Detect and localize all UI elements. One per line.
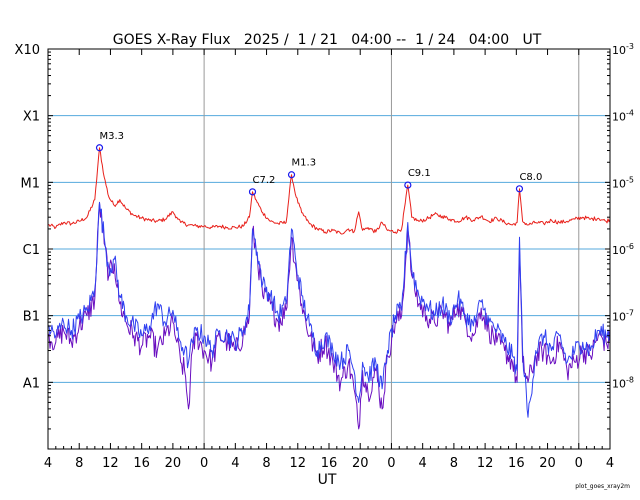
- right-axis-label-1: 10-4: [612, 109, 634, 124]
- right-axis: 10-3 10-4 10-5 10-6 10-7 10-8: [605, 42, 634, 430]
- x-tick-label-9: 16: [321, 456, 338, 471]
- left-axis-label-0: X10: [15, 43, 40, 58]
- x-tick-label-18: 4: [606, 456, 614, 471]
- left-axis-label-4: B1: [23, 310, 40, 325]
- x-tick-label-11: 0: [387, 456, 395, 471]
- right-axis-label-5: 10-8: [612, 375, 634, 390]
- x-tick-label-4: 20: [165, 456, 182, 471]
- x-tick-label-2: 12: [102, 456, 119, 471]
- x-tick-label-6: 4: [231, 456, 239, 471]
- grid-lines: [48, 115, 610, 383]
- left-axis: X10 X1 M1 C1 B1 A1: [15, 43, 53, 430]
- x-tick-label-16: 20: [539, 456, 556, 471]
- x-tick-label-12: 4: [419, 456, 427, 471]
- x-tick-label-7: 8: [262, 456, 270, 471]
- right-axis-label-3: 10-6: [612, 242, 634, 257]
- x-tick-label-17: 0: [575, 456, 583, 471]
- x-tick-label-10: 20: [352, 456, 369, 471]
- left-axis-label-1: X1: [23, 110, 40, 125]
- flare-markers: M3.3 C7.2 M1.3 C9.1 C8.0: [95, 131, 542, 196]
- right-axis-label-0: 10-3: [612, 42, 634, 57]
- flare-label-1: C7.2: [253, 175, 276, 186]
- day-boundary-lines: [203, 49, 580, 449]
- x-axis-label: UT: [318, 472, 337, 488]
- x-tick-label-0: 4: [44, 456, 52, 471]
- flare-label-2: M1.3: [292, 158, 317, 169]
- series-line-1: [47, 201, 611, 430]
- left-axis-label-2: M1: [21, 176, 41, 191]
- x-tick-label-15: 16: [508, 456, 525, 471]
- series-line-2: [47, 201, 611, 418]
- x-tick-label-3: 16: [133, 456, 150, 471]
- right-axis-label-4: 10-7: [612, 309, 634, 324]
- right-axis-label-2: 10-5: [612, 175, 634, 190]
- x-axis: 4 8 12 16 20 0 4 8 12 16 20 0 4 8 12 16 20 0 4: [44, 49, 614, 471]
- flare-marker-4: [515, 185, 524, 193]
- left-axis-label-3: C1: [23, 243, 40, 258]
- flare-label-0: M3.3: [100, 131, 125, 142]
- flare-marker-0: [95, 144, 104, 152]
- x-tick-label-14: 12: [477, 456, 494, 471]
- flare-label-3: C9.1: [408, 168, 431, 179]
- x-tick-label-5: 0: [200, 456, 208, 471]
- flare-marker-1: [248, 188, 257, 196]
- x-tick-label-8: 12: [290, 456, 307, 471]
- footer-label: plot_goes_xray2m: [575, 483, 630, 490]
- series-lines: [47, 147, 611, 430]
- x-tick-label-1: 8: [75, 456, 83, 471]
- series-line-0: [47, 147, 611, 235]
- flare-label-4: C8.0: [519, 172, 542, 183]
- flare-marker-2: [287, 171, 296, 179]
- chart-title: GOES X-Ray Flux 2025 / 1 / 21 04:00 -- 1…: [113, 32, 542, 48]
- left-axis-label-5: A1: [23, 376, 40, 391]
- flare-marker-3: [404, 181, 412, 189]
- x-tick-label-13: 8: [450, 456, 458, 471]
